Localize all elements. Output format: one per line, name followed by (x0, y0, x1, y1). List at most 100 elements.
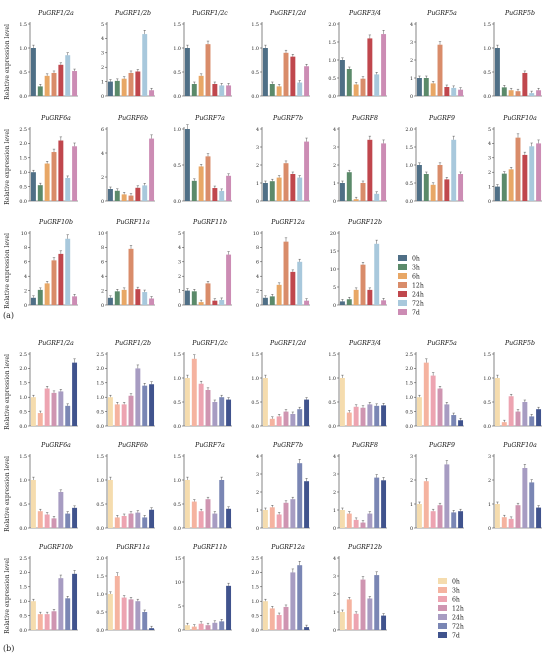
bar (458, 174, 464, 201)
bar (107, 297, 113, 305)
y-tick-label: 4 (256, 454, 259, 460)
bar (37, 511, 43, 528)
bar (65, 177, 71, 201)
bar (276, 514, 282, 528)
chart-pugrf5a: PuGRF5a 0.0 0.5 1.0 1.5 2.0 2.5 (405, 340, 464, 430)
bar (360, 264, 366, 305)
bar (367, 598, 373, 630)
y-tick-label: 1.0 (483, 46, 491, 52)
bar (515, 411, 521, 426)
y-tick-label: 1 (333, 508, 336, 514)
y-tick-label: 0.5 (483, 400, 491, 406)
bar (128, 248, 134, 305)
y-tick-label: 2 (410, 58, 413, 64)
y-tick-label: 5 (101, 22, 104, 28)
bar (501, 517, 507, 528)
y-tick-label: 1.0 (328, 376, 336, 382)
bar (536, 409, 542, 426)
y-tick-label: 1.0 (405, 163, 413, 169)
bar (381, 143, 387, 201)
y-tick-label: 0.5 (19, 613, 27, 619)
y-tick-label: 0.5 (251, 613, 259, 619)
bar (269, 608, 275, 630)
bar (381, 480, 387, 528)
y-tick-label: 0.5 (19, 409, 27, 415)
y-tick-label: 2 (256, 163, 259, 169)
bar (381, 615, 387, 630)
y-tick-label: 1.5 (96, 574, 104, 580)
chart-pugrf12b: PuGRF1/2b 0.0 0.5 1.0 1.5 2.0 2.5 (96, 340, 155, 430)
bar (121, 516, 127, 528)
bar (276, 284, 282, 305)
bar (128, 513, 134, 528)
bar (276, 86, 282, 96)
bar (290, 414, 296, 426)
chart-title: PuGRF11a (115, 219, 150, 226)
y-tick-label: 5 (178, 604, 181, 610)
bar (437, 165, 443, 201)
bar (381, 300, 387, 305)
y-tick-label: 0.0 (173, 424, 181, 430)
y-tick-label: 6 (101, 127, 104, 133)
y-tick-label: 0.0 (328, 94, 336, 100)
y-tick-label: 1.5 (328, 352, 336, 358)
y-tick-label: 0.0 (96, 526, 104, 532)
bar (226, 175, 232, 201)
bar (297, 463, 303, 528)
y-tick-label: 0 (333, 628, 336, 634)
legend-swatch (398, 255, 407, 261)
bar (494, 48, 500, 96)
bar (205, 44, 211, 96)
chart-pugrf7a: PuGRF7a 0.0 0.5 1.0 1.5 (173, 442, 232, 532)
legend-label: 7d (412, 310, 420, 317)
legend-label: 24h (452, 615, 464, 622)
bar (374, 74, 380, 96)
y-axis-title: Relative expression level (4, 558, 11, 634)
y-tick-label: 1.5 (328, 40, 336, 46)
y-tick-label: 1 (333, 181, 336, 187)
chart-pugrf12b: PuGRF12b 0 1 2 3 4 (333, 544, 387, 634)
y-tick-label: 1 (256, 508, 259, 514)
y-tick-label: 20 (330, 231, 336, 237)
legend-label: 24h (412, 292, 424, 299)
y-tick-label: 0.0 (19, 94, 27, 100)
y-tick-label: 3 (410, 40, 413, 46)
bar (44, 283, 50, 305)
chart-title: PuGRF11b (192, 544, 227, 551)
bar (367, 38, 373, 96)
bar (135, 289, 141, 305)
chart-title: PuGRF1/2d (269, 340, 306, 347)
y-tick-label: 2.0 (96, 366, 104, 372)
y-tick-label: 0 (488, 199, 491, 205)
chart-pugrf12a: PuGRF12a 0.0 0.5 1.0 1.5 2.0 2.5 (251, 544, 310, 634)
y-tick-label: 1 (410, 502, 413, 508)
bar (121, 78, 127, 96)
y-tick-label: 1.5 (19, 156, 27, 162)
y-tick-label: 1 (333, 610, 336, 616)
legend-label: 3h (452, 588, 460, 595)
y-tick-label: 4 (333, 127, 336, 133)
bar (37, 86, 43, 96)
legend-swatch (438, 614, 447, 620)
bar (522, 402, 528, 426)
bar (58, 64, 64, 96)
bar (149, 509, 155, 528)
y-tick-label: 1.5 (405, 145, 413, 151)
bar (304, 399, 310, 426)
bar (374, 477, 380, 528)
y-tick-label: 0 (410, 526, 413, 532)
bar (283, 52, 289, 96)
y-tick-label: 2.0 (19, 570, 27, 576)
y-tick-label: 0 (256, 526, 259, 532)
y-tick-label: 1.5 (19, 585, 27, 591)
panel-label-b: (b) (3, 644, 14, 653)
bar (135, 71, 141, 96)
bar (219, 85, 225, 96)
y-tick-label: 0.5 (173, 502, 181, 508)
y-tick-label: 0.5 (251, 400, 259, 406)
bar (262, 510, 268, 528)
legend-label: 12h (452, 606, 464, 613)
y-tick-label: 6 (24, 260, 27, 266)
bar (501, 422, 507, 426)
y-tick-label: 0.5 (405, 181, 413, 187)
